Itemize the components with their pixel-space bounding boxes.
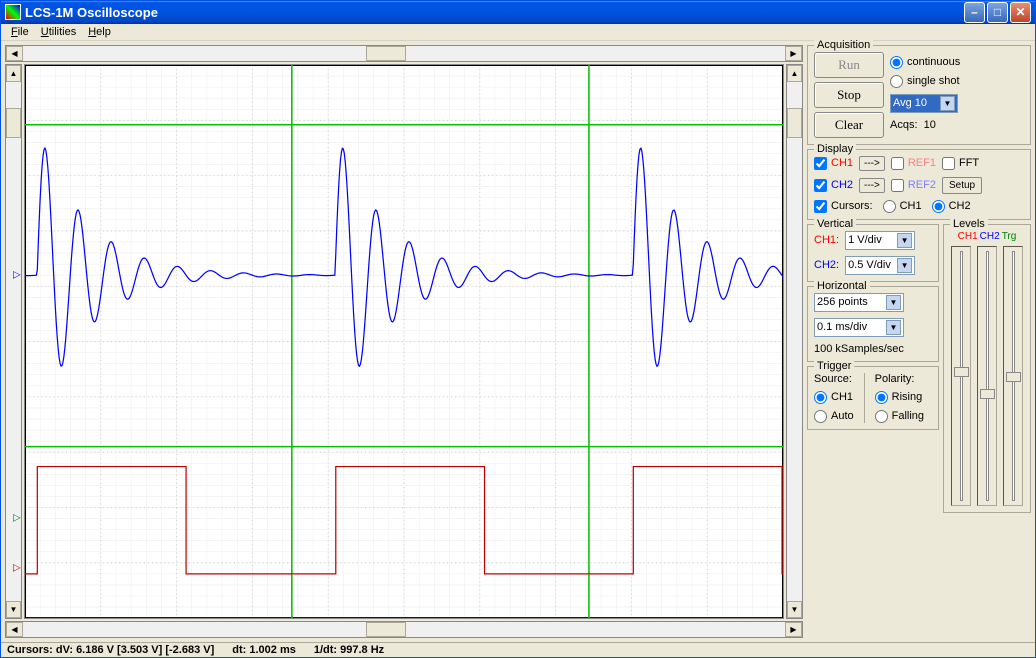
horizontal-scrollbar-top[interactable]: ◀ ▶ [5, 45, 803, 62]
chevron-down-icon: ▼ [940, 96, 955, 111]
ch1-vdiv-combo[interactable]: 1 V/div▼ [845, 231, 915, 250]
scroll-thumb-v2[interactable] [787, 108, 802, 138]
scroll-left-icon-b[interactable]: ◀ [6, 622, 23, 637]
acquisition-group: Acquisition Run Stop Clear continuous si… [807, 45, 1031, 145]
chevron-down-icon: ▼ [897, 258, 912, 273]
ch2-level-slider[interactable] [977, 246, 997, 506]
levels-group: Levels CH1 CH2 Trg [943, 224, 1031, 513]
ch1-ground-marker: ▷ [13, 513, 21, 524]
trigger-source-auto[interactable]: Auto [814, 410, 854, 423]
cursors-checkbox[interactable]: Cursors: [814, 200, 873, 213]
ref1-checkbox[interactable]: REF1 [891, 157, 936, 170]
trigger-polarity-label: Polarity: [875, 373, 924, 385]
fft-checkbox[interactable]: FFT [942, 157, 979, 170]
acqs-value: 10 [924, 119, 936, 131]
status-cursors: Cursors: dV: 6.186 V [3.503 V] [-2.683 V… [7, 644, 214, 656]
chevron-down-icon: ▼ [886, 320, 901, 335]
oscilloscope-display[interactable]: ▷ ▷ ▷ [24, 64, 784, 619]
menu-help[interactable]: Help [82, 24, 117, 40]
scroll-up-icon[interactable]: ▲ [6, 65, 21, 82]
titlebar: LCS-1M Oscilloscope – □ ✕ [1, 1, 1035, 24]
chevron-down-icon: ▼ [886, 295, 901, 310]
ch2-ground-marker: ▷ [13, 269, 21, 280]
minimize-button[interactable]: – [964, 2, 985, 23]
averaging-combo[interactable]: Avg 10▼ [890, 94, 958, 113]
menubar: File Utilities Help [1, 24, 1035, 41]
scope-panel: ◀ ▶ ▲ ▼ ▷ ▷ ▷ ▲ ▼ [5, 45, 803, 638]
trigger-group: Trigger Source: CH1 Auto Polarity: Risin… [807, 366, 939, 430]
status-freq: 1/dt: 997.8 Hz [314, 644, 384, 656]
waveform-canvas [25, 65, 783, 618]
vertical-legend: Vertical [814, 218, 856, 230]
cursors-ch1-radio[interactable]: CH1 [883, 200, 922, 213]
ch2-checkbox[interactable]: CH2 [814, 179, 853, 192]
stop-button[interactable]: Stop [814, 82, 884, 108]
vertical-scrollbar-right[interactable]: ▲ ▼ [786, 64, 803, 619]
ch2-arrow-button[interactable]: ---> [859, 178, 885, 193]
trigger-source-label: Source: [814, 373, 854, 385]
ch1-checkbox[interactable]: CH1 [814, 157, 853, 170]
status-dt: dt: 1.002 ms [232, 644, 296, 656]
scroll-thumb-v1[interactable] [6, 108, 21, 138]
display-group: Display CH1 ---> REF1 FFT CH2 ---> REF2 … [807, 149, 1031, 220]
content-area: ◀ ▶ ▲ ▼ ▷ ▷ ▷ ▲ ▼ [1, 41, 1035, 642]
levels-ch1-label: CH1 [958, 231, 978, 242]
menu-file[interactable]: File [5, 24, 35, 40]
trigger-marker: ▷ [13, 562, 21, 573]
levels-ch2-label: CH2 [980, 231, 1000, 242]
scroll-thumb[interactable] [366, 46, 406, 61]
run-button[interactable]: Run [814, 52, 884, 78]
ch2-vdiv-combo[interactable]: 0.5 V/div▼ [845, 256, 915, 275]
horizontal-legend: Horizontal [814, 280, 870, 292]
app-window: LCS-1M Oscilloscope – □ ✕ File Utilities… [0, 0, 1036, 658]
levels-legend: Levels [950, 218, 988, 230]
window-title: LCS-1M Oscilloscope [25, 5, 964, 20]
ch1-level-slider[interactable] [951, 246, 971, 506]
ch1-arrow-button[interactable]: ---> [859, 156, 885, 171]
clear-button[interactable]: Clear [814, 112, 884, 138]
timediv-combo[interactable]: 0.1 ms/div▼ [814, 318, 904, 337]
scroll-thumb-b[interactable] [366, 622, 406, 637]
trigger-legend: Trigger [814, 360, 854, 372]
horizontal-group: Horizontal 256 points▼ 0.1 ms/div▼ 100 k… [807, 286, 939, 362]
trg-level-slider[interactable] [1003, 246, 1023, 506]
menu-utilities[interactable]: Utilities [35, 24, 82, 40]
trigger-rising[interactable]: Rising [875, 391, 924, 404]
control-panel: Acquisition Run Stop Clear continuous si… [807, 45, 1031, 638]
levels-trg-label: Trg [1002, 231, 1017, 242]
close-button[interactable]: ✕ [1010, 2, 1031, 23]
vertical-scrollbar-left[interactable]: ▲ ▼ [5, 64, 22, 619]
scroll-right-icon-b[interactable]: ▶ [785, 622, 802, 637]
app-icon [5, 4, 21, 20]
horizontal-scrollbar-bottom[interactable]: ◀ ▶ [5, 621, 803, 638]
setup-button[interactable]: Setup [942, 177, 982, 194]
points-combo[interactable]: 256 points▼ [814, 293, 904, 312]
ch1-vert-label: CH1: [814, 234, 839, 246]
ref2-checkbox[interactable]: REF2 [891, 179, 936, 192]
sample-rate-label: 100 kSamples/sec [814, 343, 932, 355]
scroll-down-icon-r[interactable]: ▼ [787, 601, 802, 618]
chevron-down-icon: ▼ [897, 233, 912, 248]
maximize-button[interactable]: □ [987, 2, 1008, 23]
scroll-right-icon[interactable]: ▶ [785, 46, 802, 61]
scroll-left-icon[interactable]: ◀ [6, 46, 23, 61]
status-bar: Cursors: dV: 6.186 V [3.503 V] [-2.683 V… [1, 642, 1035, 657]
vertical-group: Vertical CH1: 1 V/div▼ CH2: 0.5 V/div▼ [807, 224, 939, 282]
acquisition-legend: Acquisition [814, 39, 873, 51]
scroll-up-icon-r[interactable]: ▲ [787, 65, 802, 82]
ch2-vert-label: CH2: [814, 259, 839, 271]
scroll-down-icon[interactable]: ▼ [6, 601, 21, 618]
single-shot-radio[interactable]: single shot [890, 75, 960, 88]
trigger-source-ch1[interactable]: CH1 [814, 391, 854, 404]
cursors-ch2-radio[interactable]: CH2 [932, 200, 971, 213]
continuous-radio[interactable]: continuous [890, 56, 960, 69]
acqs-label: Acqs: [890, 119, 918, 131]
trigger-falling[interactable]: Falling [875, 410, 924, 423]
display-legend: Display [814, 143, 856, 155]
